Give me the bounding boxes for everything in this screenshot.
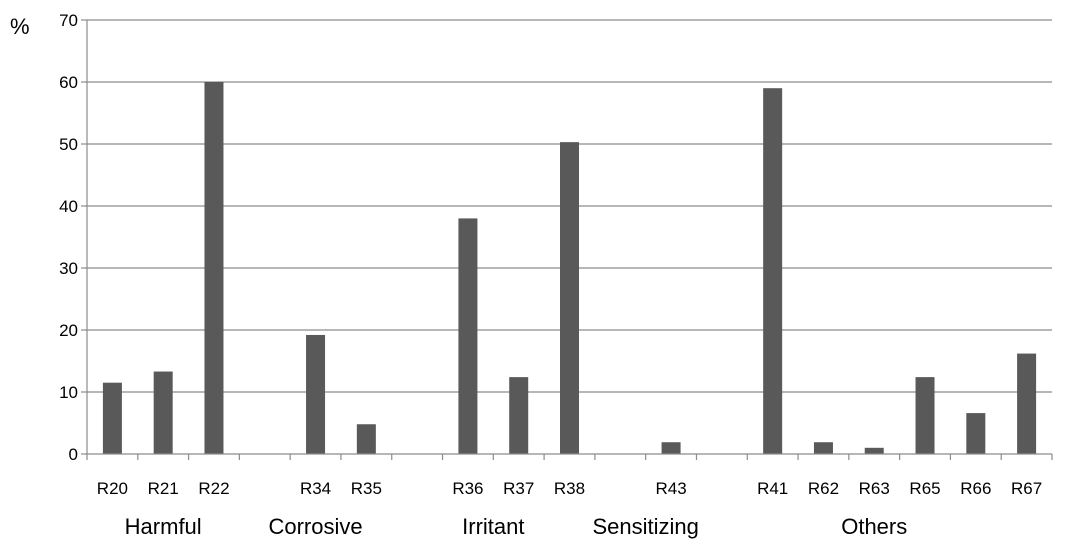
bar-r37 xyxy=(509,377,529,454)
x-tick-label: R36 xyxy=(452,479,483,498)
bar-r43 xyxy=(661,442,681,454)
labels: 0 10 20 30 40 50 60 70 R20 R21 R22 R34 R35 R36 R37 R38 R… xyxy=(59,11,1042,539)
bar-r38 xyxy=(560,142,579,454)
y-tick-label: 0 xyxy=(69,445,78,464)
bar-r35 xyxy=(356,424,376,454)
y-tick-label: 30 xyxy=(59,259,78,278)
group-label: Others xyxy=(841,514,907,539)
x-tick-label: R37 xyxy=(503,479,534,498)
y-tick-label: 50 xyxy=(59,135,78,154)
bar-r67 xyxy=(1017,353,1037,454)
bar-r22 xyxy=(204,82,224,454)
x-tick-label: R20 xyxy=(97,479,128,498)
x-tick-label: R22 xyxy=(198,479,229,498)
bars xyxy=(102,82,1037,454)
bar-r21 xyxy=(153,371,173,454)
bar-r20 xyxy=(102,382,122,454)
y-tick-label: 20 xyxy=(59,321,78,340)
y-tick-label: 70 xyxy=(59,11,78,30)
y-tick-label: 60 xyxy=(59,73,78,92)
y-unit-label: % xyxy=(10,14,30,39)
group-label: Corrosive xyxy=(268,514,362,539)
bar-r62 xyxy=(813,442,833,454)
x-tick-label: R65 xyxy=(909,479,940,498)
group-label: Sensitizing xyxy=(592,514,698,539)
bar-r36 xyxy=(458,218,478,454)
x-tick-label: R62 xyxy=(808,479,839,498)
x-tick-label: R67 xyxy=(1011,479,1042,498)
axes xyxy=(81,19,1053,460)
x-tick-label: R21 xyxy=(148,479,179,498)
y-tick-label: 10 xyxy=(59,383,78,402)
x-tick-label: R66 xyxy=(960,479,991,498)
y-tick-label: 40 xyxy=(59,197,78,216)
x-tick-label: R35 xyxy=(351,479,382,498)
bar-r66 xyxy=(966,413,986,454)
x-tick-label: R34 xyxy=(300,479,331,498)
bar-r41 xyxy=(763,88,783,454)
x-tick-label: R43 xyxy=(655,479,686,498)
x-tick-label: R38 xyxy=(554,479,585,498)
group-label: Irritant xyxy=(462,514,524,539)
group-label: Harmful xyxy=(125,514,202,539)
x-tick-label: R41 xyxy=(757,479,788,498)
bar-r63 xyxy=(864,447,884,454)
x-tick-label: R63 xyxy=(859,479,890,498)
bar-r65 xyxy=(915,377,935,454)
bar-r34 xyxy=(306,334,326,454)
